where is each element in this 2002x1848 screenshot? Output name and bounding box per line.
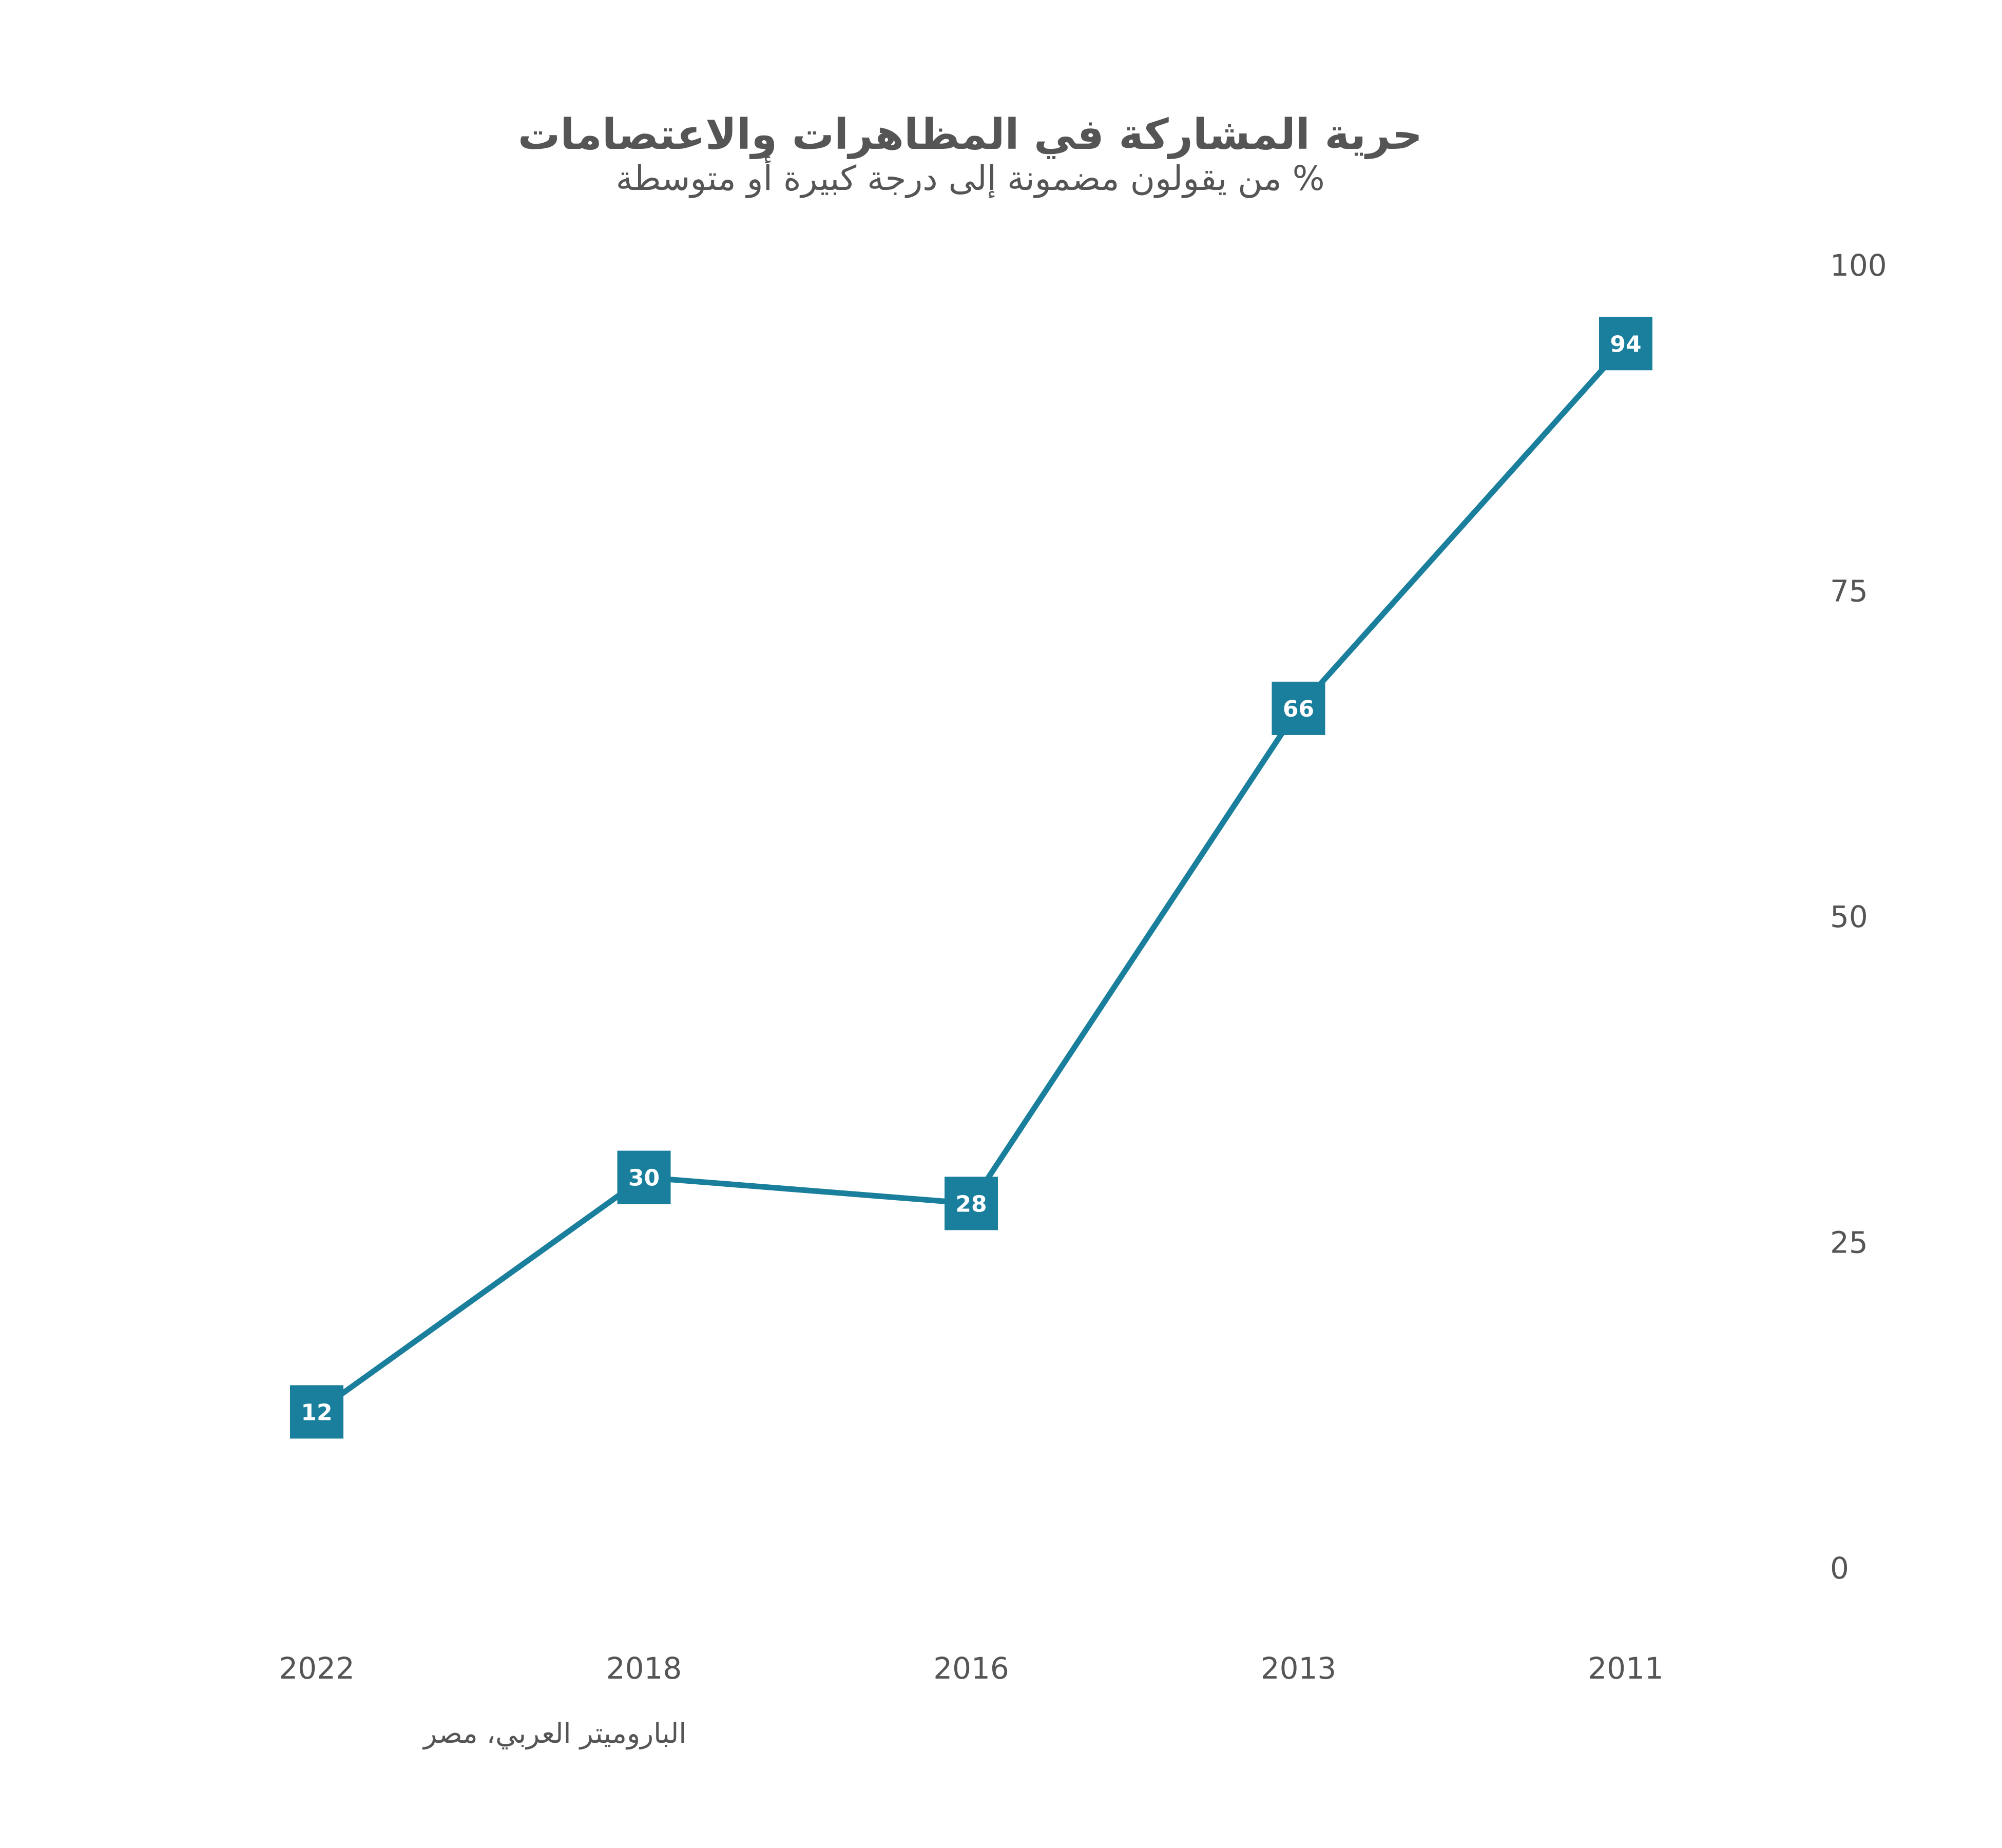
y-tick-label: 75: [1830, 574, 1868, 609]
chart-subtitle: % من يقولون مضمونة إلى درجة كبيرة أو متو…: [616, 156, 1325, 199]
y-tick-label: 0: [1830, 1551, 1849, 1586]
x-axis-ticks: 2022 2018 2016 2013 2011: [279, 1651, 1664, 1686]
data-point: 28: [945, 1177, 998, 1230]
data-point-marker: [617, 1150, 671, 1204]
x-tick-label: 2016: [933, 1651, 1009, 1686]
y-axis-ticks: 0 25 50 75 100: [1830, 248, 1887, 1586]
data-point: 94: [1599, 317, 1652, 371]
source-caption: الباروميتر العربي، مصر: [422, 1717, 686, 1749]
data-point-marker: [945, 1177, 998, 1230]
data-label: 12: [301, 1399, 332, 1426]
data-point-marker: [1272, 681, 1325, 735]
data-point: 66: [1272, 681, 1325, 735]
data-label: 28: [955, 1191, 987, 1217]
x-tick-label: 2013: [1261, 1651, 1337, 1686]
chart-title: حرية المشاركة في المظاهرات والاعتصامات: [518, 110, 1422, 160]
y-tick-label: 50: [1830, 899, 1868, 934]
data-point: 30: [617, 1150, 671, 1204]
data-label: 94: [1610, 331, 1641, 357]
data-point-marker: [1599, 317, 1652, 371]
x-tick-label: 2022: [279, 1651, 355, 1686]
series-line: [314, 340, 1629, 1415]
series-layer: [314, 340, 1629, 1415]
y-tick-label: 25: [1830, 1225, 1868, 1260]
x-tick-label: 2018: [606, 1651, 682, 1686]
data-label: 30: [628, 1165, 660, 1191]
data-point-marker: [290, 1385, 343, 1439]
data-label: 66: [1283, 696, 1314, 722]
y-tick-label: 100: [1830, 248, 1887, 283]
x-tick-label: 2011: [1588, 1651, 1664, 1686]
data-points: 12 30 28 66 94: [290, 317, 1652, 1439]
data-point: 12: [290, 1385, 343, 1439]
